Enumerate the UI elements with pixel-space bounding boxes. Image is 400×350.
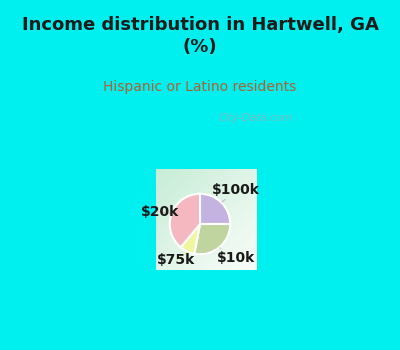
Wedge shape	[194, 224, 230, 254]
Text: Hispanic or Latino residents: Hispanic or Latino residents	[103, 80, 297, 94]
Wedge shape	[170, 194, 200, 247]
Wedge shape	[200, 194, 230, 224]
Text: Income distribution in Hartwell, GA
(%): Income distribution in Hartwell, GA (%)	[22, 16, 378, 56]
Text: City-Data.com: City-Data.com	[218, 113, 292, 123]
Text: $100k: $100k	[212, 183, 260, 202]
Wedge shape	[181, 224, 200, 254]
Text: $20k: $20k	[140, 205, 179, 219]
Text: $10k: $10k	[217, 248, 256, 265]
Text: $75k: $75k	[157, 252, 195, 267]
